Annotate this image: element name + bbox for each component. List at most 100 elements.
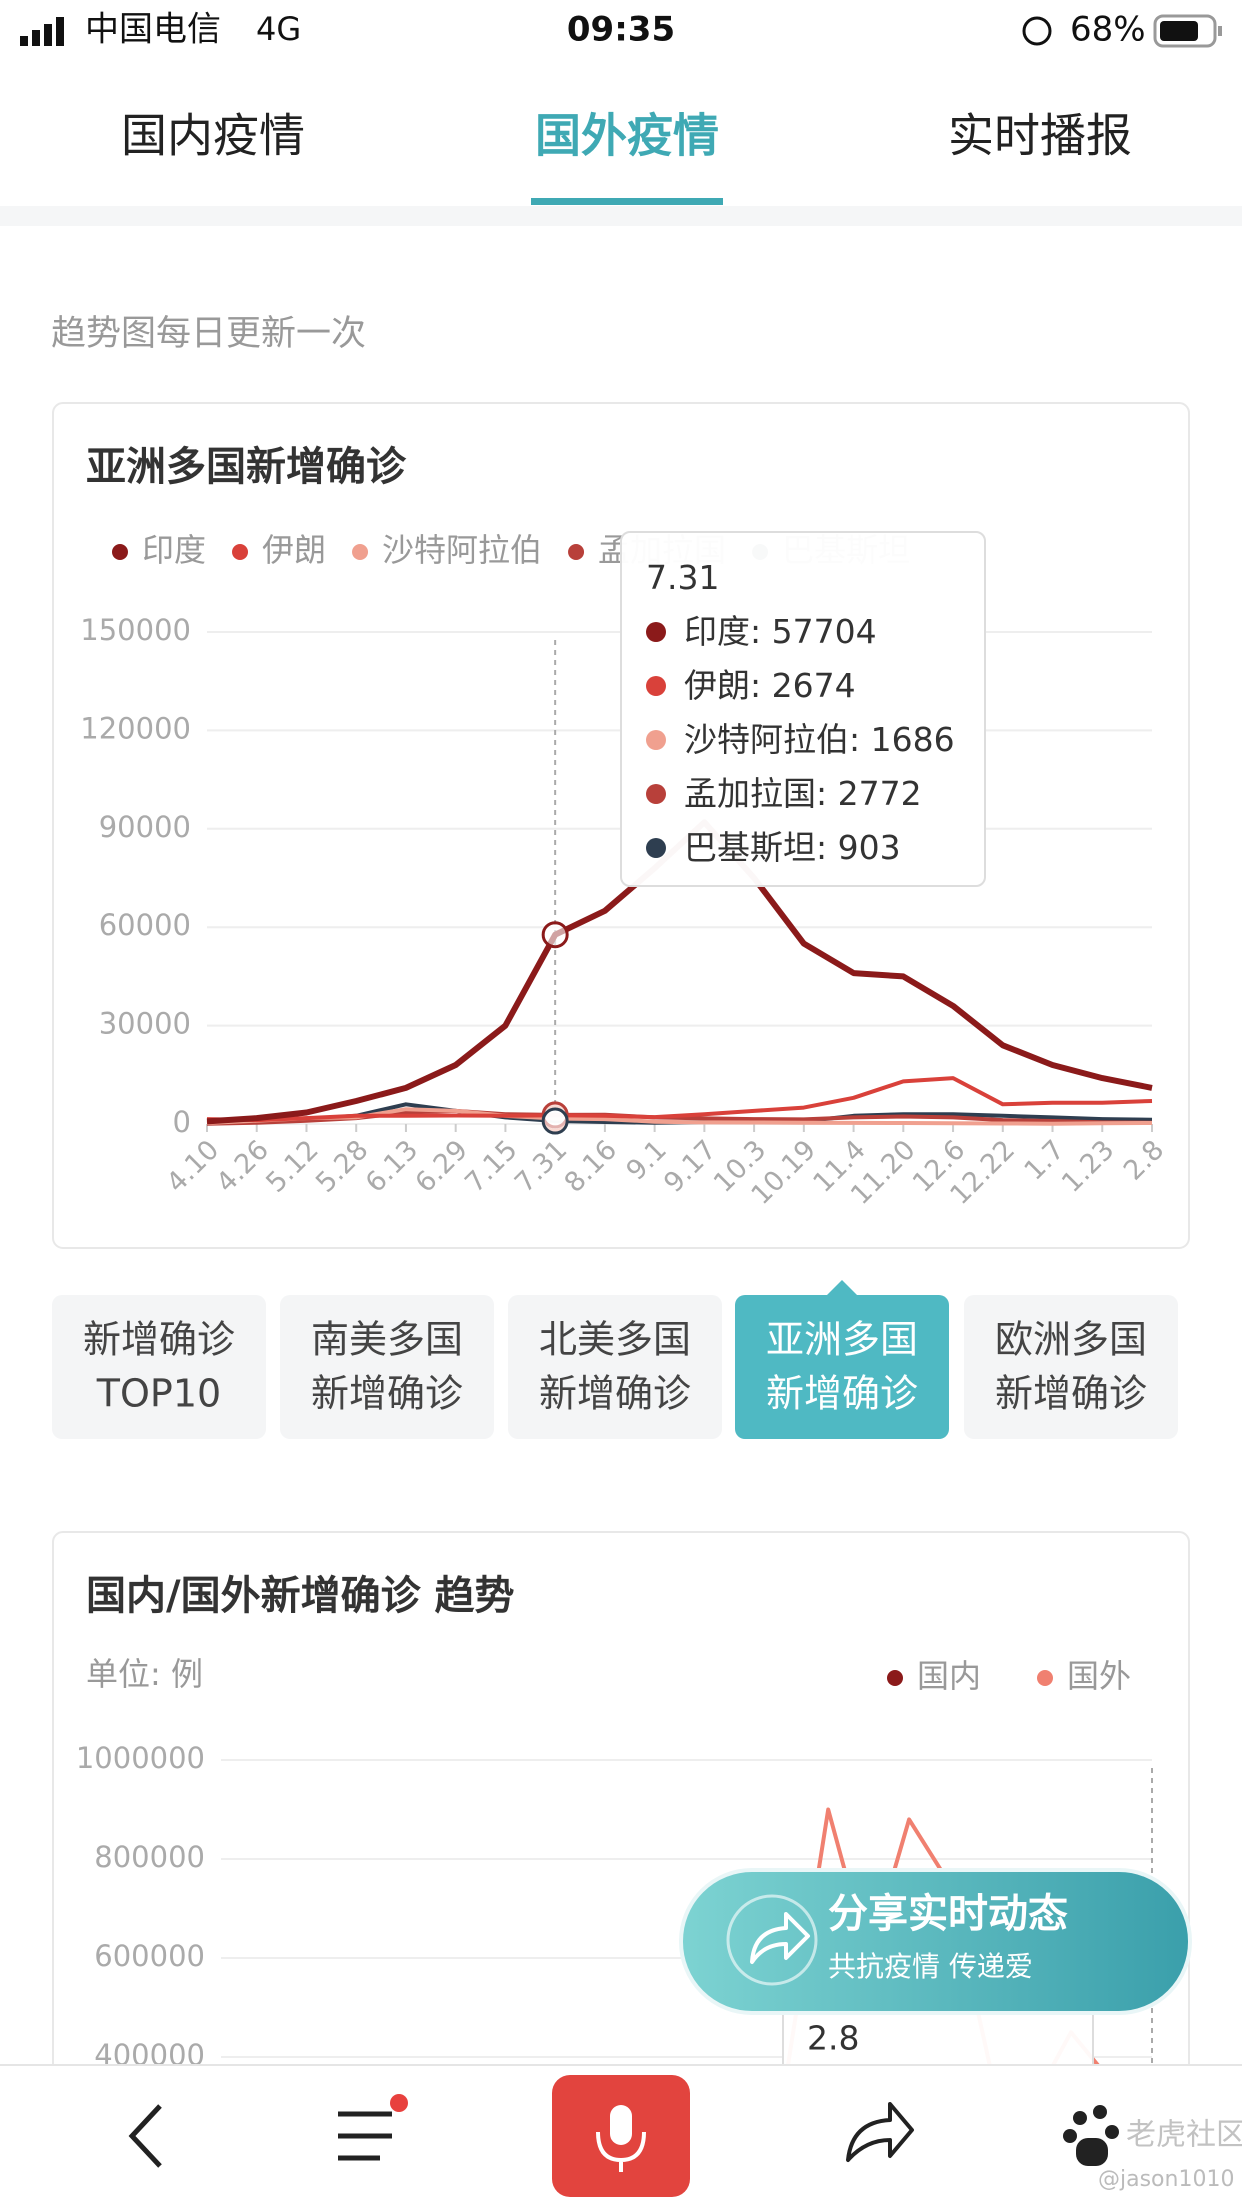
paw [1073,2111,1087,2125]
tab[interactable]: 国内疫情 [121,109,305,163]
legend-marker [568,544,585,560]
tooltip-row: 沙特阿拉伯1686 [646,713,984,767]
unit-label: 单位: 例 [86,1655,203,1693]
hover-marker [541,921,569,949]
y-tick-label: 120000 [80,711,191,745]
legend-marker [887,1670,903,1686]
legend: 国内 国外 [887,1657,1131,1695]
signal-bar [56,17,64,46]
tooltip-marker [646,784,666,804]
legend-label: 国外 [1067,1657,1131,1695]
button-bg [280,1295,494,1439]
button-label: 新增确诊 [83,1318,235,1362]
tab-bar: 国内疫情 国外疫情 实时播报 [121,109,1132,205]
button-label: 新增确诊 [766,1372,918,1416]
button-bg [52,1295,266,1439]
tooltip-category: 2.8 [807,2019,859,2058]
button-label: 亚洲多国 [766,1318,918,1362]
tab[interactable]: 实时播报 [948,109,1132,163]
series-layer [206,640,1153,1135]
y-tick-label: 90000 [99,810,191,844]
battery-cap [1218,26,1222,36]
voice-button[interactable] [552,2075,690,2197]
tooltip-value: 903 [837,828,901,867]
hover-marker [541,1107,569,1135]
battery-fill [1160,21,1198,41]
legend-marker [352,544,369,560]
tooltip-row: 孟加拉国2772 [646,767,984,821]
tab[interactable]: 国外疫情 [535,109,719,163]
share-button[interactable]: 分享实时动态 共抗疫情 传递爱 [679,1868,1192,2015]
tooltip-value: 2772 [837,774,922,813]
share-subtitle: 共抗疫情 传递爱 [828,1950,1033,1983]
tooltip-series: 印度 [684,605,772,659]
legend-label: 印度 [142,531,206,569]
y-tick-label: 30000 [99,1007,191,1041]
y-tick-label: 0 [173,1105,191,1139]
series-layer [785,1768,1153,2065]
button-bg [964,1295,1178,1439]
battery-icon [1153,14,1217,48]
chart-button[interactable]: 亚洲多国新增确诊 [735,1280,949,1439]
notification-dot [390,2094,408,2112]
legend-marker [112,544,128,560]
button-bg [508,1295,722,1439]
back-button[interactable] [128,2104,162,2168]
menu-icon [338,2111,392,2161]
y-tick-label: 60000 [99,908,191,942]
lock-icon [1022,16,1052,46]
chart-button[interactable]: 新增确诊 TOP10 [52,1295,266,1439]
tooltip-marker [646,676,666,696]
button-label: 欧洲多国 [995,1318,1147,1362]
tooltip-row: 印度57704 [646,605,984,659]
update-note: 趋势图每日更新一次 [51,314,366,354]
paw [1105,2125,1119,2139]
button-label: TOP10 [96,1372,221,1416]
y-tick-label: 150000 [80,613,191,647]
y-tick-label: 600000 [94,1939,205,1973]
share-nav-button[interactable] [846,2102,914,2162]
button-pointer [827,1280,857,1295]
tab-indicator [531,198,723,205]
signal-bar [20,36,28,46]
paw [1076,2138,1108,2166]
button-label: 北美多国 [539,1318,691,1362]
y-tick-label: 800000 [94,1840,205,1874]
y-tick-label: 1000000 [76,1741,205,1775]
signal-bar [44,24,52,46]
tooltip-series: 沙特阿拉伯 [684,713,871,767]
tooltip-marker [646,838,666,858]
legend-label: 沙特阿拉伯 [382,531,542,569]
share-icon [750,1912,810,1964]
tooltip-value: 57704 [771,612,877,651]
menu-button[interactable] [338,2094,408,2161]
watermark-user: @jason1010 [1098,2167,1234,2192]
tooltip-series: 孟加拉国 [684,767,838,821]
paw [1093,2105,1107,2119]
mic-icon [610,2105,632,2145]
button-label: 新增确诊 [539,1372,691,1416]
tooltip-category: 7.31 [646,558,720,597]
network: 4G [256,10,301,48]
tooltip-series: 巴基斯坦 [684,821,838,875]
legend-marker [232,544,249,560]
tooltip-value: 1686 [870,720,955,759]
baidu-button[interactable] [1063,2105,1119,2166]
mic-stand [596,2131,646,2172]
tooltip-row: 巴基斯坦903 [646,821,984,875]
paw [1063,2129,1077,2143]
share-title: 分享实时动态 [828,1891,1068,1937]
share-pill[interactable] [679,1868,1192,2015]
legend-marker [1037,1670,1053,1686]
chart-title: 国内/国外新增确诊 趋势 [86,1573,515,1619]
tooltip-series: 伊朗 [684,659,772,713]
button-bg [735,1295,949,1439]
battery-level: 68% [1070,10,1146,50]
chart-title: 亚洲多国新增确诊 [86,444,407,490]
button-label: 南美多国 [311,1318,463,1362]
